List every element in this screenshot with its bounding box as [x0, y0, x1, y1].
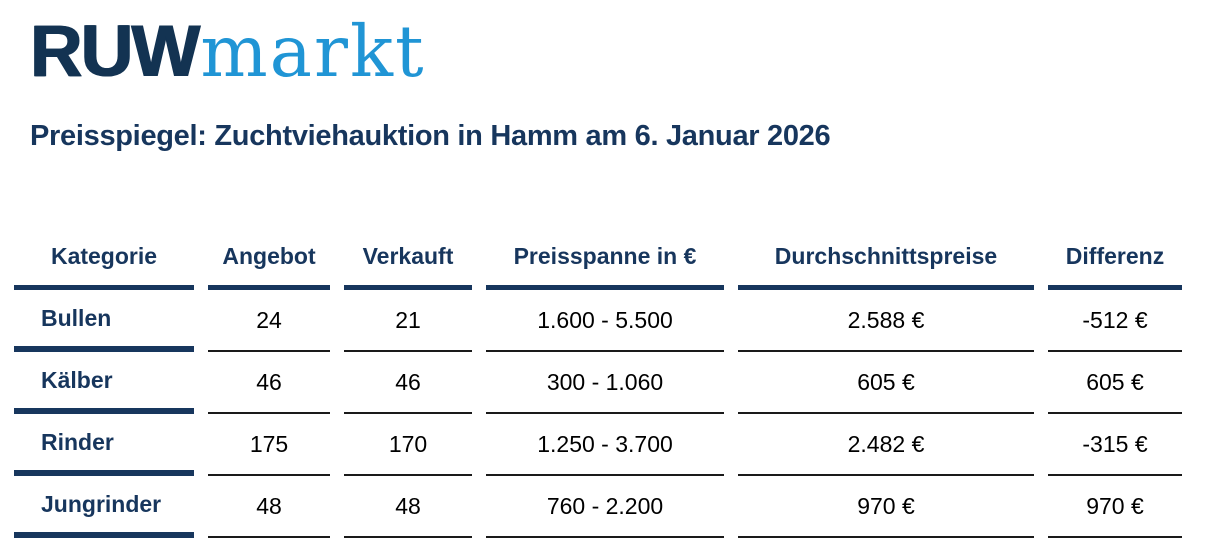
price-table: Kategorie Angebot Verkauft Preisspanne i… — [0, 227, 1196, 538]
cell-kategorie: Jungrinder — [14, 476, 194, 538]
cell-differenz: 605 € — [1048, 352, 1182, 414]
cell-preisspanne: 1.250 - 3.700 — [486, 414, 724, 476]
cell-kategorie: Bullen — [14, 290, 194, 352]
column-header-kategorie: Kategorie — [14, 227, 194, 290]
cell-preisspanne: 1.600 - 5.500 — [486, 290, 724, 352]
table-row: Bullen 24 21 1.600 - 5.500 2.588 € -512 … — [14, 290, 1182, 352]
table-header-row: Kategorie Angebot Verkauft Preisspanne i… — [14, 227, 1182, 290]
page-title: Preisspiegel: Zuchtviehauktion in Hamm a… — [30, 120, 831, 152]
cell-preisspanne: 760 - 2.200 — [486, 476, 724, 538]
table-row: Kälber 46 46 300 - 1.060 605 € 605 € — [14, 352, 1182, 414]
cell-differenz: 970 € — [1048, 476, 1182, 538]
column-header-verkauft: Verkauft — [344, 227, 472, 290]
logo-text-ruw: RUW — [30, 11, 200, 92]
cell-durchschnittspreis: 970 € — [738, 476, 1034, 538]
column-header-differenz: Differenz — [1048, 227, 1182, 290]
cell-angebot: 175 — [208, 414, 330, 476]
column-header-durchschnittspreise: Durchschnittspreise — [738, 227, 1034, 290]
cell-durchschnittspreis: 605 € — [738, 352, 1034, 414]
ruw-markt-logo: RUW markt — [30, 10, 426, 93]
cell-verkauft: 46 — [344, 352, 472, 414]
cell-differenz: -512 € — [1048, 290, 1182, 352]
cell-preisspanne: 300 - 1.060 — [486, 352, 724, 414]
cell-verkauft: 170 — [344, 414, 472, 476]
cell-durchschnittspreis: 2.588 € — [738, 290, 1034, 352]
logo-text-markt: markt — [200, 10, 426, 93]
cell-verkauft: 21 — [344, 290, 472, 352]
cell-angebot: 48 — [208, 476, 330, 538]
column-header-preisspanne: Preisspanne in € — [486, 227, 724, 290]
cell-durchschnittspreis: 2.482 € — [738, 414, 1034, 476]
table-row: Jungrinder 48 48 760 - 2.200 970 € 970 € — [14, 476, 1182, 538]
cell-kategorie: Rinder — [14, 414, 194, 476]
cell-angebot: 24 — [208, 290, 330, 352]
cell-kategorie: Kälber — [14, 352, 194, 414]
column-header-angebot: Angebot — [208, 227, 330, 290]
cell-verkauft: 48 — [344, 476, 472, 538]
cell-differenz: -315 € — [1048, 414, 1182, 476]
cell-angebot: 46 — [208, 352, 330, 414]
table-row: Rinder 175 170 1.250 - 3.700 2.482 € -31… — [14, 414, 1182, 476]
